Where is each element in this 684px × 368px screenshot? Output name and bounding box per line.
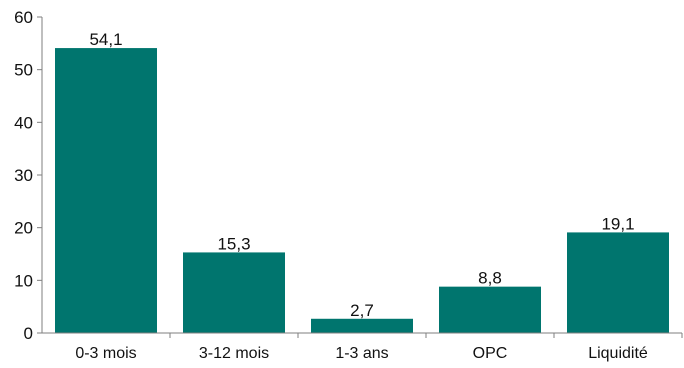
x-tick-label: 1-3 ans (335, 345, 388, 362)
bar (439, 286, 541, 333)
data-label: 2,7 (350, 301, 374, 320)
data-label: 8,8 (478, 269, 502, 288)
y-tick-label: 50 (14, 61, 33, 80)
data-label: 15,3 (217, 234, 250, 253)
y-axis: 0 10 20 30 40 50 60 (14, 8, 43, 343)
x-tick-label: OPC (473, 345, 508, 362)
x-tick-label: Liquidité (588, 345, 648, 362)
bar (567, 232, 669, 333)
data-labels: 54,1 15,3 2,7 8,8 19,1 (89, 30, 634, 320)
bar (311, 318, 413, 333)
y-tick-label: 0 (24, 324, 33, 343)
data-label: 19,1 (601, 214, 634, 233)
x-tick-label: 3-12 mois (199, 345, 269, 362)
bars (55, 48, 669, 333)
bar (183, 252, 285, 333)
bar (55, 48, 157, 333)
x-tick-label: 0-3 mois (75, 345, 136, 362)
y-tick-label: 20 (14, 219, 33, 238)
y-tick-label: 60 (14, 8, 33, 27)
y-tick-label: 10 (14, 271, 33, 290)
x-axis: 0-3 mois 3-12 mois 1-3 ans OPC Liquidité (42, 332, 683, 362)
data-label: 54,1 (89, 30, 122, 49)
y-tick-label: 30 (14, 166, 33, 185)
y-tick-label: 40 (14, 113, 33, 132)
